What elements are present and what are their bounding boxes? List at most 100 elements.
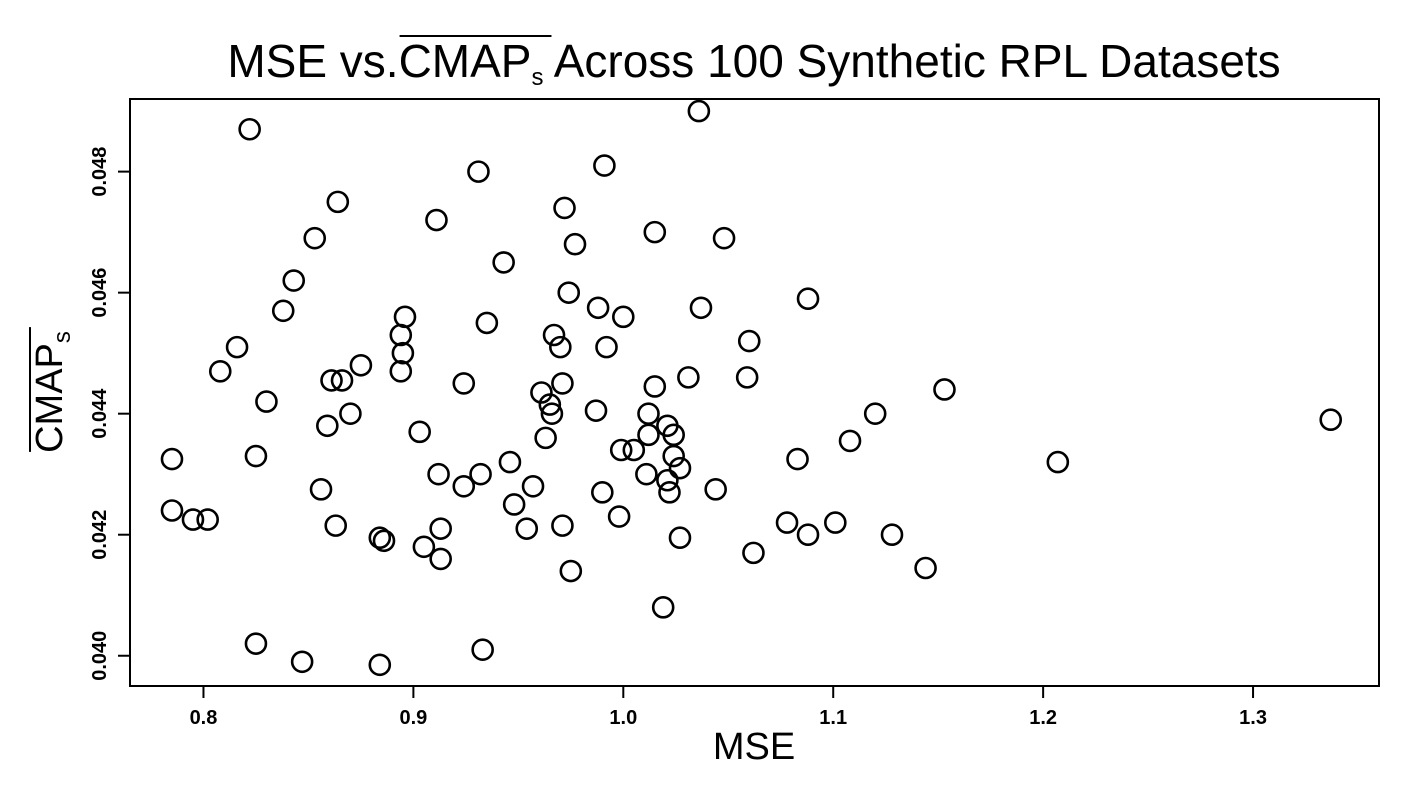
data-point xyxy=(452,474,476,498)
data-point xyxy=(662,444,685,468)
data-point xyxy=(515,517,539,540)
data-point xyxy=(429,547,452,571)
data-point xyxy=(656,468,679,492)
data-point xyxy=(208,360,232,383)
data-point xyxy=(530,381,553,404)
data-point xyxy=(796,287,820,311)
data-point xyxy=(393,305,417,329)
y-tick-label: 0.046 xyxy=(89,268,111,318)
data-point xyxy=(368,653,392,677)
data-point xyxy=(643,375,667,398)
data-point xyxy=(181,508,205,531)
data-point xyxy=(309,478,333,501)
data-point xyxy=(796,523,820,547)
y-tick-label: 0.042 xyxy=(89,510,111,560)
data-point xyxy=(668,526,692,550)
data-point xyxy=(429,517,452,540)
data-point xyxy=(469,462,492,486)
y-axis-label-overlined-symbol: CMAP xyxy=(29,343,71,453)
x-tick-label: 0.8 xyxy=(190,707,218,729)
data-point xyxy=(282,269,306,292)
data-point xyxy=(427,462,450,486)
data-point xyxy=(542,323,566,347)
data-point xyxy=(643,220,667,244)
data-point xyxy=(609,438,633,462)
data-point xyxy=(238,117,261,141)
data-point xyxy=(735,366,759,389)
data-point xyxy=(339,402,362,425)
y-axis: 0.040 0.042 0.044 0.046 0.048 xyxy=(89,147,130,681)
x-tick-label: 1.0 xyxy=(609,707,637,729)
data-point xyxy=(635,462,658,486)
data-point xyxy=(622,438,646,462)
data-point xyxy=(316,414,339,438)
data-point xyxy=(389,323,413,347)
title-prefix: MSE vs. xyxy=(227,35,398,87)
title-suffix: Across 100 Synthetic RPL Datasets xyxy=(543,35,1280,87)
data-point xyxy=(160,499,184,522)
data-point xyxy=(389,360,413,383)
data-point xyxy=(255,390,278,413)
data-point xyxy=(775,511,799,534)
data-point xyxy=(452,372,476,395)
data-point xyxy=(559,559,583,583)
data-point xyxy=(1046,450,1070,474)
data-point xyxy=(412,535,436,559)
data-point xyxy=(677,366,700,389)
plot-frame xyxy=(129,98,1380,687)
data-points xyxy=(160,99,1343,677)
data-point xyxy=(349,353,373,377)
x-tick-label: 1.1 xyxy=(819,707,847,729)
svg-text:CMAPs: CMAPs xyxy=(29,331,76,453)
data-point xyxy=(557,281,581,304)
data-point xyxy=(330,369,354,392)
y-axis-label: CMAPs xyxy=(29,327,76,453)
data-point xyxy=(824,511,847,534)
data-point xyxy=(475,311,499,335)
data-point xyxy=(196,508,219,531)
data-point xyxy=(549,335,572,359)
data-point xyxy=(689,296,713,320)
data-point xyxy=(637,423,660,447)
y-tick-label: 0.044 xyxy=(89,388,111,439)
data-point xyxy=(408,420,431,444)
x-tick-label: 1.2 xyxy=(1029,707,1057,729)
data-point xyxy=(471,638,494,661)
data-point xyxy=(551,372,574,395)
data-point xyxy=(637,402,660,425)
data-point xyxy=(320,369,343,392)
data-point xyxy=(303,226,327,250)
data-point xyxy=(612,305,635,329)
data-point xyxy=(521,474,545,498)
x-axis-label: MSE xyxy=(713,726,795,768)
data-point xyxy=(324,514,348,537)
data-point xyxy=(786,447,809,471)
title-overlined-symbol: CMAP xyxy=(399,35,532,87)
data-point xyxy=(1319,408,1343,432)
data-point xyxy=(595,335,618,359)
x-axis: 0.8 0.9 1.0 1.1 1.2 1.3 xyxy=(190,686,1267,729)
data-point xyxy=(668,456,692,480)
data-point xyxy=(584,399,608,422)
data-point xyxy=(425,208,448,232)
data-point xyxy=(498,450,522,474)
y-tick-label: 0.048 xyxy=(89,147,111,197)
data-point xyxy=(368,526,392,550)
data-point xyxy=(244,632,268,655)
data-point xyxy=(492,251,515,274)
data-point xyxy=(591,481,614,504)
y-axis-label-subscript: s xyxy=(49,331,76,343)
data-point xyxy=(540,402,564,425)
data-point xyxy=(742,541,765,565)
data-point xyxy=(244,444,268,468)
data-point xyxy=(290,650,314,674)
data-point xyxy=(933,378,956,401)
data-point xyxy=(687,99,711,123)
data-point xyxy=(553,196,576,220)
data-point xyxy=(467,160,490,183)
data-point xyxy=(838,429,862,453)
data-point xyxy=(712,226,736,250)
data-point xyxy=(737,329,761,353)
chart-title: MSE vs.CMAPs Across 100 Synthetic RPL Da… xyxy=(227,35,1280,91)
